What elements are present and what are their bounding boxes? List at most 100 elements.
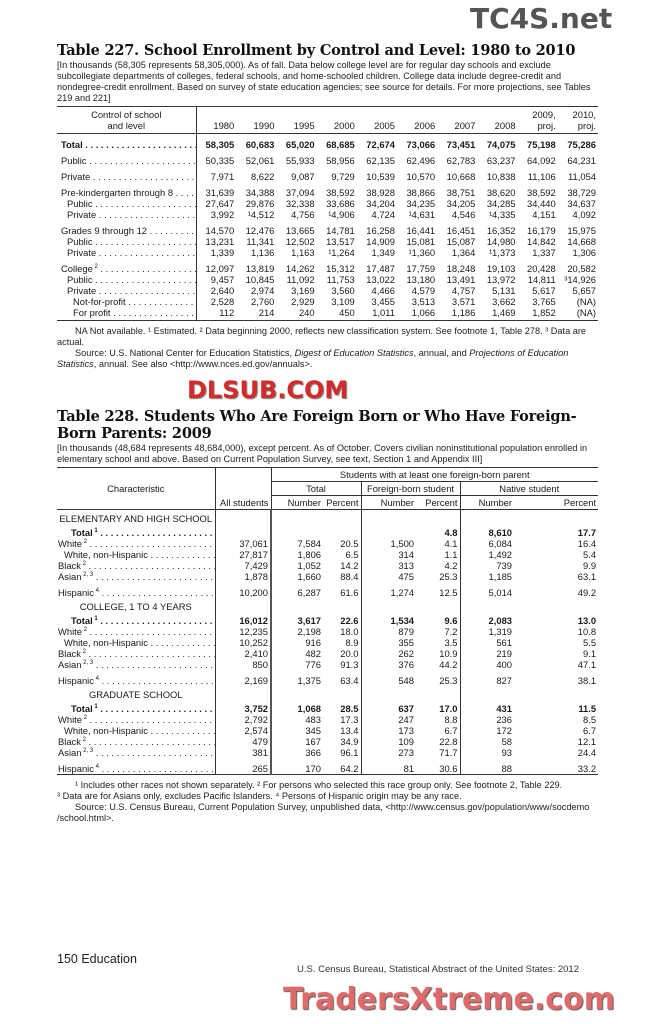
row-label: Private	[57, 247, 197, 258]
page-content: Table 227. School Enrollment by Control …	[57, 0, 599, 824]
section-heading: GRADUATE SCHOOL	[57, 686, 216, 703]
table-cell: 34,388	[245, 187, 275, 198]
table-cell: 34,440	[527, 198, 556, 209]
footnote-marker: 1	[92, 616, 98, 622]
row-label: Not-for-profit	[57, 296, 197, 307]
table-cell: 1,186	[451, 307, 476, 318]
column-header: proj.	[537, 120, 556, 131]
label-text: Asian	[58, 747, 82, 758]
table-cell: 14,909	[366, 236, 395, 247]
label-text: Public	[61, 155, 87, 166]
table-cell: 12,097	[205, 263, 235, 274]
table-cell: 10.9	[416, 648, 461, 659]
row-label-text: Black 2	[58, 736, 214, 747]
table-cell: 33.2	[577, 763, 597, 774]
row-label-text: Public	[61, 155, 195, 166]
label-text: Black	[58, 560, 81, 571]
row-label-text: Public	[67, 198, 195, 209]
table-cell: 15,087	[446, 236, 476, 247]
table-cell: 55,933	[285, 155, 315, 166]
table-cell: 3,617	[297, 615, 321, 626]
column-header: 2000	[333, 120, 355, 131]
row-label: Hispanic 4	[57, 758, 216, 775]
table-cell: 2,574	[215, 725, 272, 736]
table-cell: 1,185	[488, 571, 512, 582]
footnote-marker: 2	[81, 627, 87, 633]
row-label: Public	[57, 198, 197, 209]
column-header: 2010,	[572, 109, 596, 120]
table-cell: 7,584	[297, 538, 321, 549]
table-cell: 60,683	[245, 139, 275, 150]
row-label-text: Private	[67, 209, 195, 220]
table-row: Private 2,640 2,974 3,169 3,560 4,466 4,579 4,7…	[57, 285, 598, 296]
table-cell: 17,759	[406, 263, 436, 274]
table-cell: 74,075	[486, 139, 516, 150]
row-label: Private	[57, 285, 197, 296]
table-cell: 73,451	[446, 139, 476, 150]
row-label-text: Private	[61, 171, 195, 182]
table-cell: 561	[496, 637, 512, 648]
table-cell: 20,582	[567, 263, 596, 274]
column-header	[437, 107, 477, 121]
table-row: For profit 112 214 240 450 1,011 1,066 1,186 1,4…	[57, 307, 598, 321]
table-cell: 273	[398, 747, 414, 758]
table-227-footnotes: NA Not available. ¹ Estimated. ² Data be…	[57, 326, 598, 370]
table-cell: 11.5	[578, 703, 597, 714]
table-cell: 11,054	[568, 171, 596, 182]
table-cell: 2,974	[250, 285, 275, 296]
table-cell: 37,094	[285, 187, 315, 198]
row-label: White 2	[57, 626, 216, 637]
table-cell: 1,349	[371, 247, 395, 258]
table-cell: 16,012	[215, 615, 272, 626]
table-cell: 13,665	[285, 225, 315, 236]
footnote-marker: 2	[81, 715, 87, 721]
table-cell: 47.1	[577, 659, 597, 670]
table-cell: 13,231	[205, 236, 235, 247]
table-cell: 1,852	[532, 307, 556, 318]
label-text: Not-for-profit	[73, 296, 126, 307]
table-cell: 38,592	[527, 187, 556, 198]
table-cell: 1,660	[297, 571, 321, 582]
table-cell: 1,364	[451, 247, 476, 258]
table-cell: 240	[298, 307, 315, 318]
row-label: Black 2	[57, 648, 216, 659]
table-cell: 9,729	[331, 171, 355, 182]
table-cell: 27,817	[215, 549, 272, 560]
table-cell: 17.7	[577, 527, 597, 538]
table-cell: 6.7	[583, 725, 597, 736]
table-cell: 8,622	[250, 171, 275, 182]
row-label-text: White, non-Hispanic	[64, 725, 214, 736]
table-cell: 3,662	[492, 296, 516, 307]
row-label: White, non-Hispanic	[57, 725, 216, 736]
table-228-footnotes: ¹ Includes other races not shown separat…	[57, 780, 598, 824]
table-row: Public 13,231 11,341 12,502 13,517 14,909 15,0…	[57, 236, 598, 247]
table-cell: 5,014	[488, 587, 512, 598]
label-text: Public	[67, 198, 93, 209]
column-header: proj.	[577, 120, 596, 131]
column-header: 2008	[494, 120, 516, 131]
footnote-marker: 2, 3	[81, 660, 94, 666]
empty-cell	[514, 598, 598, 615]
table-cell: 62,496	[406, 155, 436, 166]
table-cell: 20,428	[527, 263, 556, 274]
table-cell: 262	[398, 648, 414, 659]
table-cell: 3,169	[291, 285, 315, 296]
table-cell: 2,169	[215, 670, 272, 686]
table-cell: 1,337	[532, 247, 556, 258]
row-label-text: Public	[67, 236, 195, 247]
percent-header: Percent	[563, 497, 597, 508]
table-cell: 16,451	[446, 225, 476, 236]
table-cell: 827	[496, 675, 512, 686]
footnote-marker: 2	[80, 649, 86, 655]
footnote-marker: 2, 3	[81, 572, 94, 578]
table-cell: 38,729	[567, 187, 596, 198]
table-cell: 219	[496, 648, 512, 659]
label-text: White, non-Hispanic	[64, 725, 148, 736]
row-label-text: Asian 2, 3	[58, 571, 214, 582]
table-cell: 30.6	[416, 758, 461, 775]
characteristic-header: Characteristic	[57, 467, 216, 510]
